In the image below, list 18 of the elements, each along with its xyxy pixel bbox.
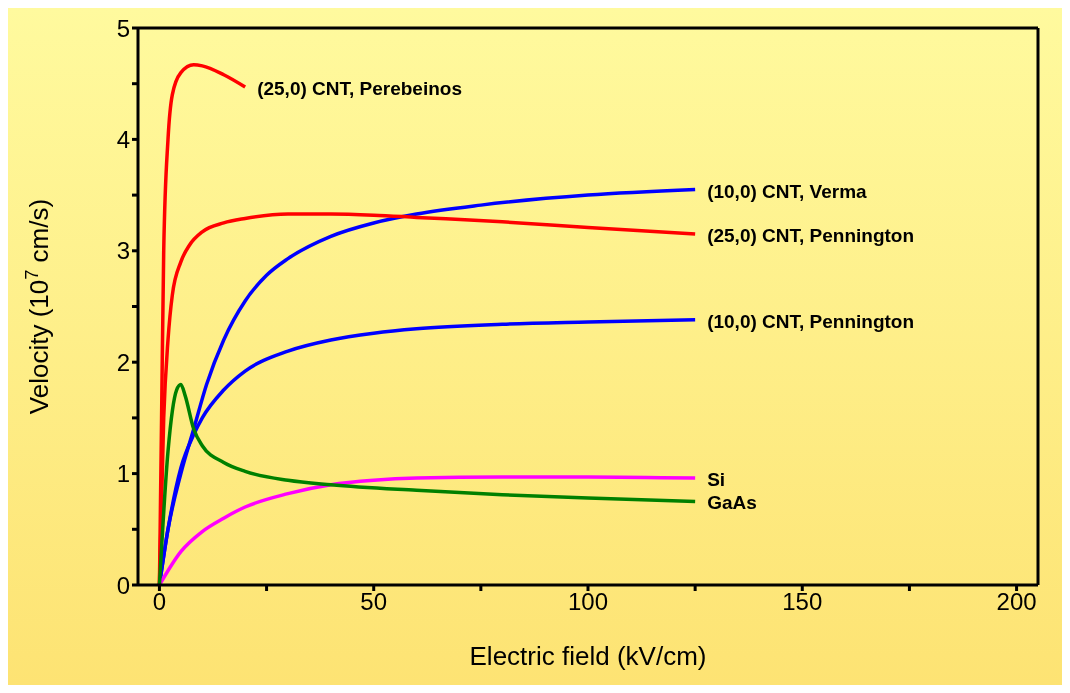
- x-tick-label: 100: [567, 588, 609, 616]
- y-tick-label: 4: [116, 125, 130, 153]
- series-label: (25,0) CNT, Pennington: [707, 225, 915, 247]
- series-label: Si: [707, 469, 726, 491]
- x-tick-label: 200: [996, 588, 1037, 616]
- x-tick-label: 150: [782, 588, 823, 616]
- y-tick-label: 3: [116, 237, 130, 265]
- series-label: GaAs: [707, 492, 757, 514]
- series-label: (25,0) CNT, Perebeinos: [257, 78, 462, 100]
- x-tick-label: 50: [360, 588, 388, 616]
- series-label: (10,0) CNT, Verma: [707, 180, 868, 202]
- series-label: (10,0) CNT, Pennington: [707, 310, 915, 332]
- x-tick-label: 0: [152, 588, 167, 616]
- y-tick-label: 5: [116, 14, 130, 42]
- y-tick-label: 0: [116, 571, 130, 599]
- y-tick-label: 1: [116, 460, 130, 488]
- x-axis-title: Electric field (kV/cm): [469, 641, 707, 671]
- y-tick-label: 2: [116, 348, 130, 376]
